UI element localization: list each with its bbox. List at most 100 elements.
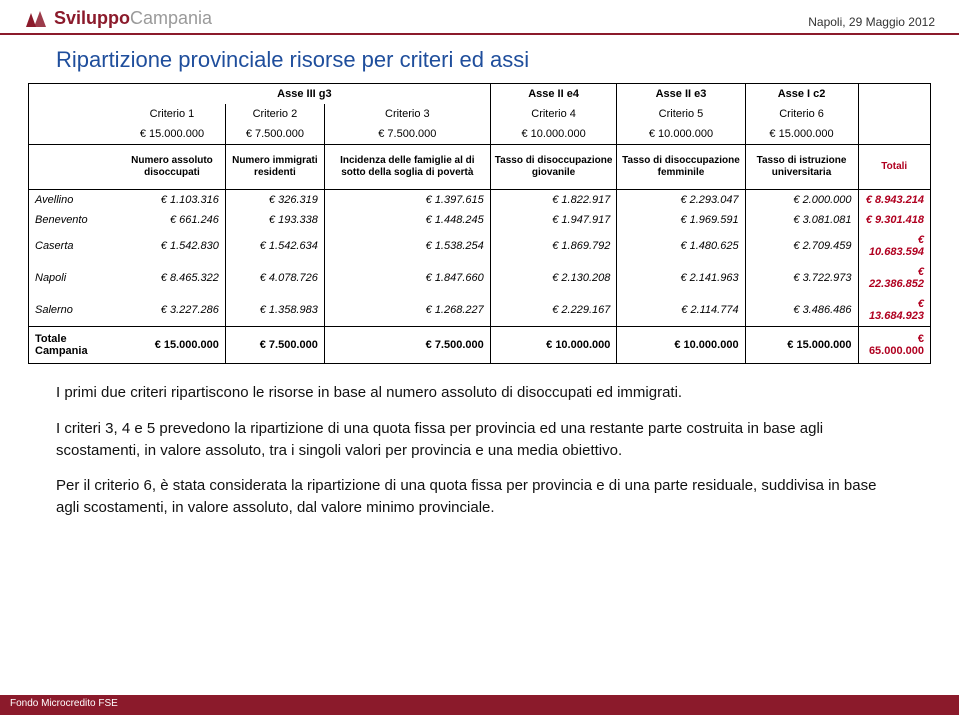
table-row: Salerno€ 3.227.286€ 1.358.983€ 1.268.227… xyxy=(29,294,930,327)
tf-c6: € 15.000.000 xyxy=(745,327,858,364)
cell-value: € 3.722.973 xyxy=(745,262,858,294)
cell-value: € 1.542.634 xyxy=(225,230,324,262)
cell-value: € 1.869.792 xyxy=(490,230,617,262)
cell-value: € 2.229.167 xyxy=(490,294,617,327)
footer-row: Totale Campania € 15.000.000 € 7.500.000… xyxy=(29,327,930,364)
cell-province: Avellino xyxy=(29,190,119,211)
cell-total: € 22.386.852 xyxy=(858,262,930,294)
cell-value: € 1.397.615 xyxy=(324,190,490,211)
th-crit-1: Criterio 1 xyxy=(119,104,225,124)
tf-label: Totale Campania xyxy=(29,327,119,364)
th-desc-1: Numero assoluto disoccupati xyxy=(119,145,225,190)
tf-c1: € 15.000.000 xyxy=(119,327,225,364)
tf-c2: € 7.500.000 xyxy=(225,327,324,364)
cell-value: € 2.114.774 xyxy=(617,294,745,327)
header: SviluppoCampania Napoli, 29 Maggio 2012 xyxy=(0,0,959,29)
cell-total: € 13.684.923 xyxy=(858,294,930,327)
cell-province: Salerno xyxy=(29,294,119,327)
cell-value: € 193.338 xyxy=(225,210,324,230)
tf-c5: € 10.000.000 xyxy=(617,327,745,364)
cell-province: Napoli xyxy=(29,262,119,294)
body-text: I primi due criteri ripartiscono le riso… xyxy=(0,364,959,519)
table-body: Avellino€ 1.103.316€ 326.319€ 1.397.615€… xyxy=(29,190,930,327)
cell-value: € 2.293.047 xyxy=(617,190,745,211)
cell-value: € 1.822.917 xyxy=(490,190,617,211)
page-title: Ripartizione provinciale risorse per cri… xyxy=(0,35,959,83)
th-amt-4: € 10.000.000 xyxy=(490,124,617,145)
cell-value: € 1.969.591 xyxy=(617,210,745,230)
th-crit-2: Criterio 2 xyxy=(225,104,324,124)
footer-bar: Fondo Microcredito FSE xyxy=(0,695,959,715)
amount-row: € 15.000.000 € 7.500.000 € 7.500.000 € 1… xyxy=(29,124,930,145)
th-desc-3: Incidenza delle famiglie al di sotto del… xyxy=(324,145,490,190)
logo-text: SviluppoCampania xyxy=(54,8,212,29)
th-axis-4: Asse II e4 xyxy=(490,84,617,104)
table-foot: Totale Campania € 15.000.000 € 7.500.000… xyxy=(29,327,930,364)
cell-value: € 8.465.322 xyxy=(119,262,225,294)
cell-value: € 2.000.000 xyxy=(745,190,858,211)
logo-bold: Sviluppo xyxy=(54,8,130,28)
logo-light: Campania xyxy=(130,8,212,28)
allocation-table: Asse III g3 Asse II e4 Asse II e3 Asse I… xyxy=(29,84,930,363)
th-desc-2: Numero immigrati residenti xyxy=(225,145,324,190)
table-row: Avellino€ 1.103.316€ 326.319€ 1.397.615€… xyxy=(29,190,930,211)
cell-value: € 2.130.208 xyxy=(490,262,617,294)
axis-row: Asse III g3 Asse II e4 Asse II e3 Asse I… xyxy=(29,84,930,104)
cell-value: € 2.709.459 xyxy=(745,230,858,262)
th-desc-4: Tasso di disoccupazione giovanile xyxy=(490,145,617,190)
cell-value: € 326.319 xyxy=(225,190,324,211)
cell-value: € 3.227.286 xyxy=(119,294,225,327)
cell-total: € 8.943.214 xyxy=(858,190,930,211)
th-desc-5: Tasso di disoccupazione femminile xyxy=(617,145,745,190)
th-amt-2: € 7.500.000 xyxy=(225,124,324,145)
cell-value: € 2.141.963 xyxy=(617,262,745,294)
th-amt-3: € 7.500.000 xyxy=(324,124,490,145)
cell-province: Benevento xyxy=(29,210,119,230)
cell-total: € 10.683.594 xyxy=(858,230,930,262)
cell-value: € 1.358.983 xyxy=(225,294,324,327)
cell-value: € 1.538.254 xyxy=(324,230,490,262)
table-row: Caserta€ 1.542.830€ 1.542.634€ 1.538.254… xyxy=(29,230,930,262)
allocation-table-wrap: Asse III g3 Asse II e4 Asse II e3 Asse I… xyxy=(28,83,931,364)
cell-value: € 1.947.917 xyxy=(490,210,617,230)
th-blank4 xyxy=(29,145,119,190)
cell-value: € 3.081.081 xyxy=(745,210,858,230)
logo-icon xyxy=(24,9,50,29)
cell-province: Caserta xyxy=(29,230,119,262)
table-row: Benevento€ 661.246€ 193.338€ 1.448.245€ … xyxy=(29,210,930,230)
th-axis-1: Asse III g3 xyxy=(119,84,490,104)
paragraph-2: I criteri 3, 4 e 5 prevedono la ripartiz… xyxy=(56,418,903,462)
paragraph-1: I primi due criteri ripartiscono le riso… xyxy=(56,382,903,404)
th-desc-6: Tasso di istruzione universitaria xyxy=(745,145,858,190)
cell-total: € 9.301.418 xyxy=(858,210,930,230)
cell-value: € 3.486.486 xyxy=(745,294,858,327)
th-blank xyxy=(29,84,119,104)
th-axis-5: Asse II e3 xyxy=(617,84,745,104)
cell-value: € 1.480.625 xyxy=(617,230,745,262)
th-axis-6: Asse I c2 xyxy=(745,84,858,104)
th-crit-4: Criterio 4 xyxy=(490,104,617,124)
th-amt-1: € 15.000.000 xyxy=(119,124,225,145)
th-amt-6: € 15.000.000 xyxy=(745,124,858,145)
th-crit-3: Criterio 3 xyxy=(324,104,490,124)
criteria-row: Criterio 1 Criterio 2 Criterio 3 Criteri… xyxy=(29,104,930,124)
cell-value: € 1.268.227 xyxy=(324,294,490,327)
footer-text: Fondo Microcredito FSE xyxy=(10,698,118,709)
table-row: Napoli€ 8.465.322€ 4.078.726€ 1.847.660€… xyxy=(29,262,930,294)
th-blank3 xyxy=(29,124,119,145)
paragraph-3: Per il criterio 6, è stata considerata l… xyxy=(56,475,903,519)
cell-value: € 661.246 xyxy=(119,210,225,230)
th-amt-5: € 10.000.000 xyxy=(617,124,745,145)
th-desc-totali: Totali xyxy=(858,145,930,190)
cell-value: € 1.847.660 xyxy=(324,262,490,294)
tf-total: € 65.000.000 xyxy=(858,327,930,364)
th-axis-blank xyxy=(858,84,930,104)
desc-row: Numero assoluto disoccupati Numero immig… xyxy=(29,145,930,190)
th-crit-5: Criterio 5 xyxy=(617,104,745,124)
th-blank2 xyxy=(29,104,119,124)
cell-value: € 1.542.830 xyxy=(119,230,225,262)
cell-value: € 4.078.726 xyxy=(225,262,324,294)
cell-value: € 1.103.316 xyxy=(119,190,225,211)
header-date: Napoli, 29 Maggio 2012 xyxy=(808,15,935,29)
th-crit-blank xyxy=(858,104,930,124)
